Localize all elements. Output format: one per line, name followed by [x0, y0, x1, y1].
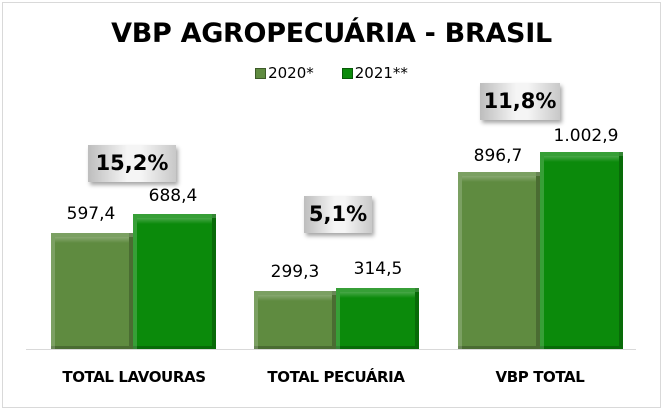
- x-axis-line: [26, 349, 636, 350]
- bar-pecuaria-2021: [336, 288, 419, 349]
- bar-pecuaria-2020: [254, 291, 336, 349]
- category-label-pecuaria: TOTAL PECUÁRIA: [267, 368, 405, 386]
- bar-vbp-total-2021: [540, 152, 623, 349]
- value-label-vbp-total-2020: 896,7: [473, 146, 523, 166]
- category-label-lavouras: TOTAL LAVOURAS: [62, 368, 206, 386]
- bar-lavouras-2021: [133, 214, 216, 349]
- value-label-vbp-total-2021: 1.002,9: [553, 126, 619, 146]
- chart-legend: 2020* 2021**: [0, 64, 663, 82]
- bar-lavouras-2020: [51, 233, 133, 349]
- legend-swatch-2020-icon: [255, 67, 267, 79]
- category-label-vbp-total: VBP TOTAL: [495, 368, 585, 386]
- value-label-pecuaria-2020: 299,3: [270, 262, 320, 282]
- legend-item-2021: 2021**: [341, 64, 408, 82]
- legend-item-2020: 2020*: [255, 64, 314, 82]
- chart-title: VBP AGROPECUÁRIA - BRASIL: [111, 18, 552, 49]
- legend-label-2021: 2021**: [354, 64, 408, 82]
- value-label-lavouras-2020: 597,4: [66, 204, 116, 224]
- bar-vbp-total-2020: [458, 172, 540, 349]
- legend-label-2020: 2020*: [268, 64, 314, 82]
- growth-badge-pecuaria: 5,1%: [304, 196, 372, 233]
- growth-badge-lavouras: 15,2%: [88, 145, 176, 182]
- value-label-pecuaria-2021: 314,5: [353, 259, 403, 279]
- value-label-lavouras-2021: 688,4: [148, 186, 198, 206]
- legend-swatch-2021-icon: [341, 67, 353, 79]
- growth-badge-vbp-total: 11,8%: [480, 83, 560, 120]
